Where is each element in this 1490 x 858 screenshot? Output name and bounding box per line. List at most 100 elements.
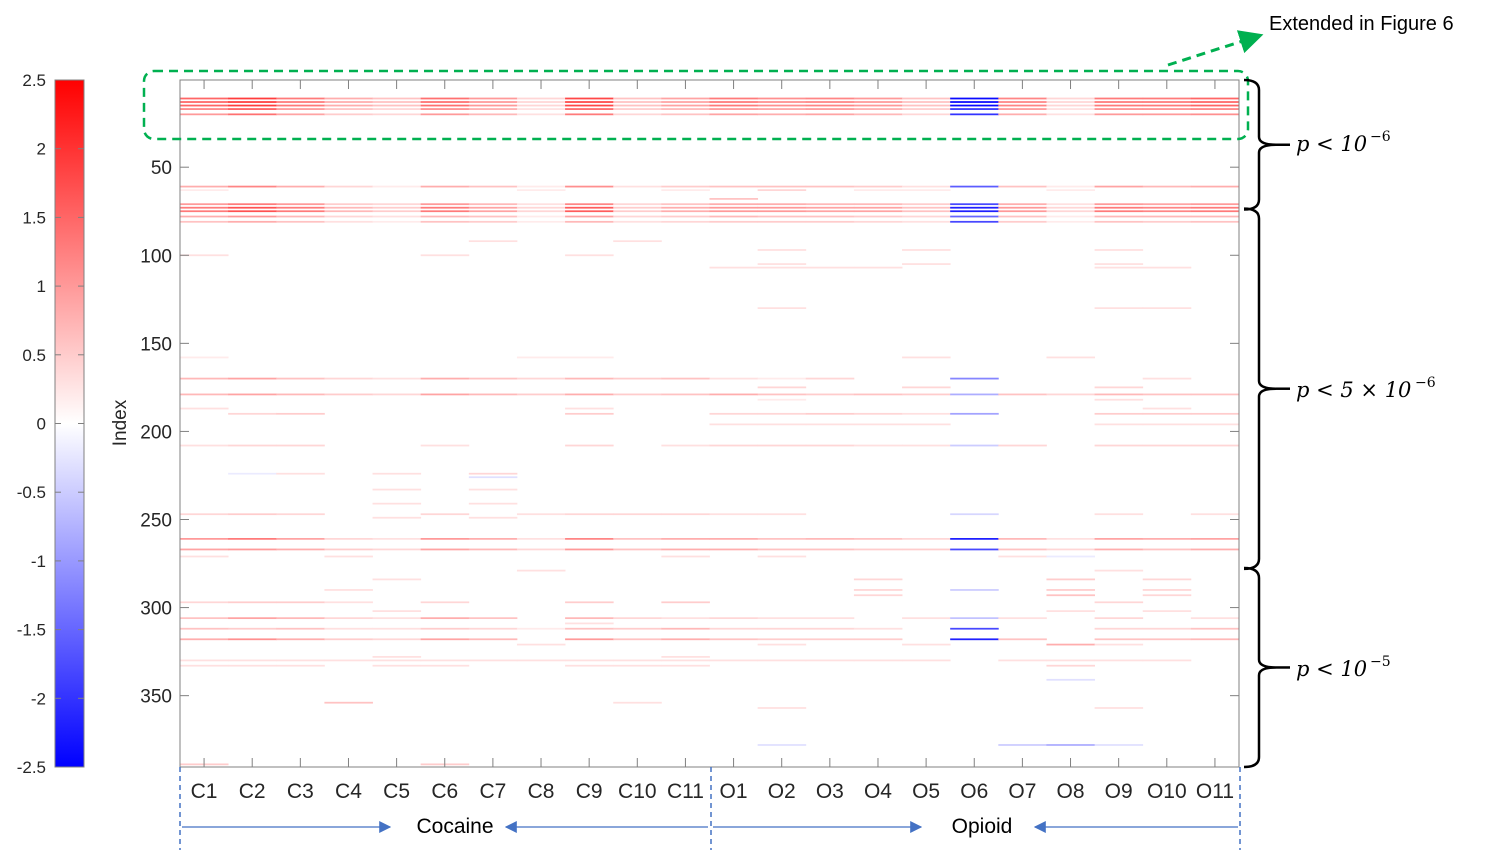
heatmap-cell: [853, 189, 903, 191]
heatmap-cell: [1142, 412, 1192, 415]
heatmap-cell: [661, 664, 710, 667]
heatmap-cell: [565, 407, 614, 410]
heatmap-cell: [372, 627, 422, 630]
heatmap-cell: [950, 210, 999, 213]
heatmap-cell: [468, 516, 518, 519]
heatmap-cell: [516, 210, 566, 213]
x-tick-label: O8: [1057, 780, 1085, 803]
heatmap-cell: [950, 444, 999, 447]
heatmap-cell: [1190, 113, 1240, 116]
heatmap-cell: [1094, 113, 1144, 116]
heatmap-cell: [420, 101, 470, 103]
heatmap-cell: [516, 189, 566, 191]
heatmap-cell: [1190, 444, 1240, 447]
heatmap-cell: [805, 538, 855, 540]
heatmap-cell: [420, 113, 470, 116]
colorbar-tick-label: -1.5: [17, 621, 46, 640]
heatmap-cell: [324, 113, 373, 116]
heatmap-cell: [998, 185, 1047, 188]
heatmap-cell: [180, 601, 229, 604]
heatmap-cell: [1046, 659, 1095, 662]
x-tick-label: C11: [667, 780, 704, 803]
heatmap-cell: [276, 215, 325, 218]
heatmap-cell: [950, 97, 999, 100]
heatmap-cell: [950, 589, 999, 591]
heatmap-cell: [998, 215, 1047, 218]
heatmap-cell: [757, 263, 807, 265]
heatmap-cell: [276, 412, 325, 415]
heatmap-cell: [613, 538, 662, 540]
heatmap-cell: [565, 638, 614, 641]
heatmap-cell: [324, 185, 373, 188]
heatmap-cell: [902, 412, 951, 415]
colorbar-tick-label: 0: [37, 415, 46, 434]
heatmap-cell: [805, 638, 855, 641]
heatmap-cell: [998, 108, 1047, 110]
heatmap-cell: [276, 104, 325, 107]
colorbar-tick-label: 1: [37, 277, 46, 296]
heatmap-cell: [372, 664, 422, 667]
heatmap-cell: [180, 548, 229, 551]
heatmap-cell: [1094, 220, 1144, 223]
heatmap-cell: [1094, 393, 1144, 396]
heatmap-cell: [468, 476, 518, 479]
heatmap-cell: [420, 97, 470, 100]
heatmap-cell: [661, 104, 710, 107]
heatmap-cell: [324, 108, 373, 110]
heatmap-cell: [420, 220, 470, 223]
heatmap-cell: [1190, 538, 1240, 540]
heatmap-cell: [180, 101, 229, 103]
heatmap-cell: [1142, 206, 1192, 209]
heatmap-cell: [516, 215, 566, 218]
heatmap-cell: [805, 203, 855, 206]
heatmap-cell: [1142, 393, 1192, 396]
heatmap-cell: [902, 548, 951, 551]
heatmap-cell: [565, 412, 614, 415]
heatmap-cell: [661, 601, 710, 604]
heatmap-cell: [998, 444, 1047, 447]
heatmap-cell: [1094, 386, 1144, 389]
heatmap-cell: [1094, 185, 1144, 188]
heatmap-cell: [180, 220, 229, 223]
heatmap-cell: [902, 386, 951, 389]
heatmap-cell: [1190, 215, 1240, 218]
heatmap-cell: [661, 656, 710, 658]
heatmap-cell: [1094, 617, 1144, 620]
heatmap-cell: [709, 538, 759, 540]
heatmap-cell: [950, 412, 999, 415]
heatmap-cell: [661, 659, 710, 662]
heatmap-cell: [709, 97, 759, 100]
heatmap-cell: [709, 113, 759, 116]
heatmap-cell: [661, 617, 710, 620]
heatmap-cell: [420, 627, 470, 630]
heatmap-cell: [1142, 423, 1192, 426]
colorbar-tick-label: 1.5: [22, 208, 46, 227]
heatmap-cell: [950, 203, 999, 206]
heatmap-cell: [324, 617, 373, 620]
heatmap-cell: [950, 185, 999, 188]
heatmap-cell: [902, 108, 951, 110]
heatmap-cell: [565, 113, 614, 116]
x-tick-label: O11: [1196, 780, 1234, 803]
heatmap-cell: [709, 185, 759, 188]
callout-text: Extended in Figure 6: [1269, 13, 1454, 35]
heatmap-cell: [420, 664, 470, 667]
heatmap-cell: [709, 627, 759, 630]
heatmap-cell: [228, 210, 277, 213]
heatmap-cell: [805, 113, 855, 116]
svg-text:−6: −6: [1415, 375, 1436, 391]
heatmap-cell: [420, 513, 470, 516]
heatmap-cell: [516, 538, 566, 540]
heatmap-cell: [1094, 97, 1144, 100]
heatmap-cell: [228, 538, 277, 540]
heatmap-cell: [1094, 601, 1144, 604]
heatmap-cell: [1094, 307, 1144, 309]
heatmap-cell: [324, 101, 373, 103]
heatmap-cell: [1094, 101, 1144, 103]
heatmap-cell: [468, 538, 518, 540]
heatmap-cell: [853, 220, 903, 223]
heatmap-cell: [1046, 356, 1095, 359]
heatmap-cell: [1094, 659, 1144, 662]
heatmap-cell: [276, 548, 325, 551]
heatmap-cell: [1190, 548, 1240, 551]
